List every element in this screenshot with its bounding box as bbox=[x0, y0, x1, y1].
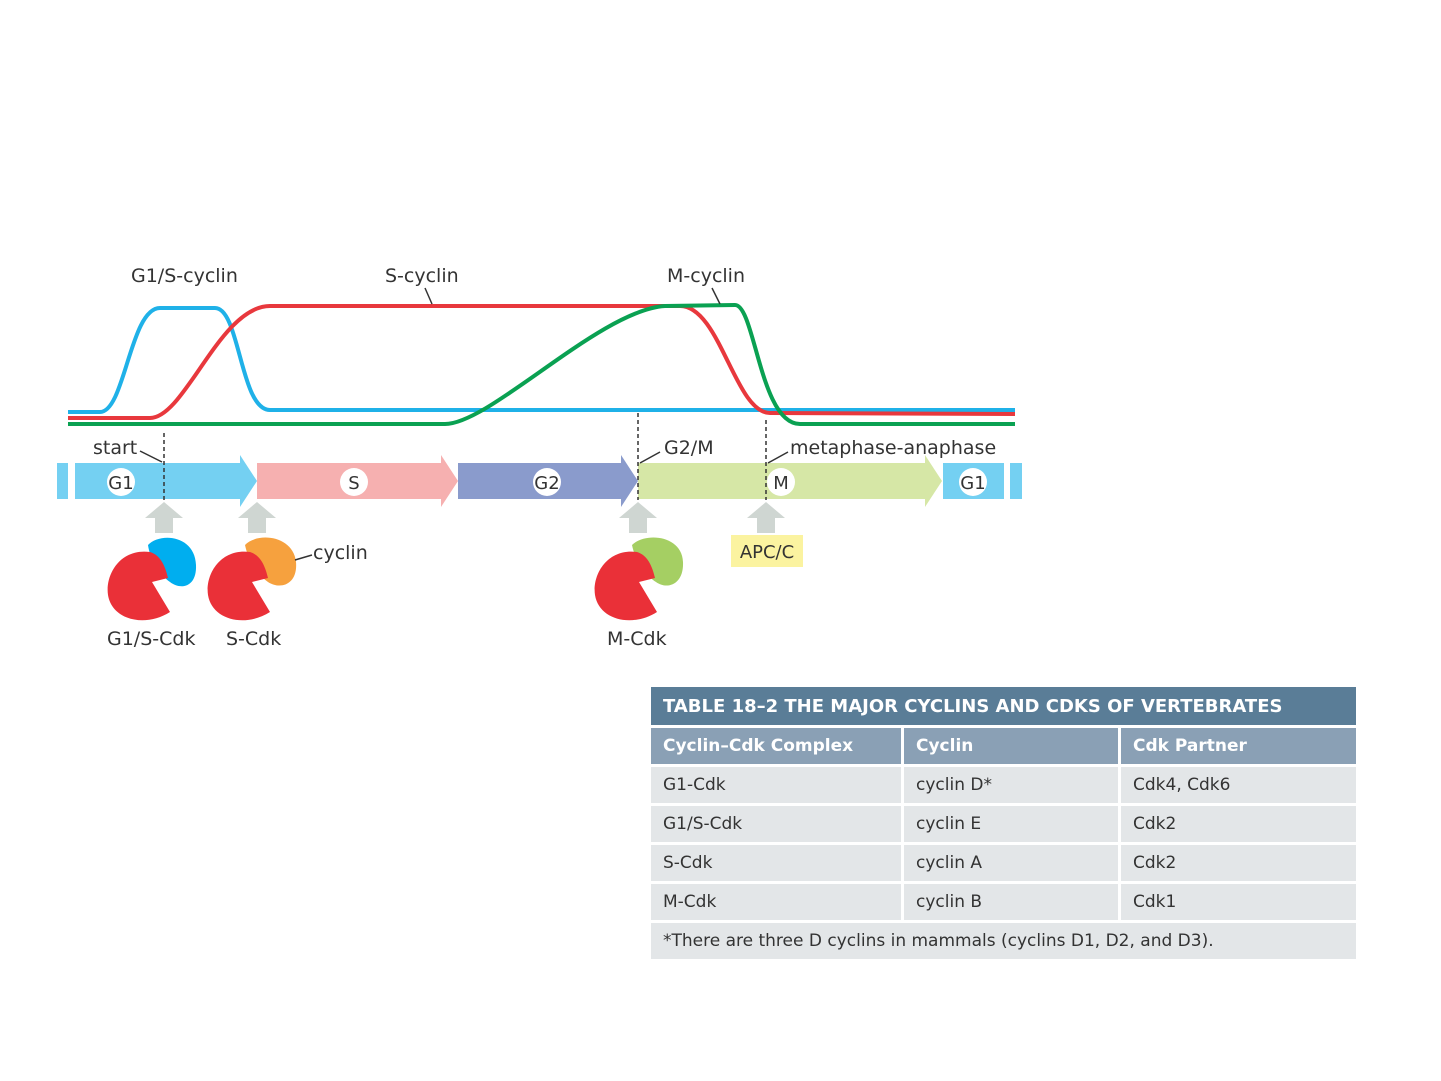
table-cell: G1-Cdk bbox=[651, 767, 904, 806]
m-cyclin-label: M-cyclin bbox=[667, 265, 745, 287]
table-cell: Cdk2 bbox=[1121, 845, 1356, 884]
table-cell: cyclin E bbox=[904, 806, 1121, 845]
column-header: Cdk Partner bbox=[1121, 728, 1356, 767]
table-cell: cyclin B bbox=[904, 884, 1121, 923]
phase-g1 bbox=[75, 455, 257, 507]
m-cyclin-curve bbox=[68, 302, 1015, 426]
up-arrow-icon bbox=[747, 502, 785, 533]
cyclin-label: cyclin bbox=[313, 542, 368, 564]
table-cell: G1/S-Cdk bbox=[651, 806, 904, 845]
g1s-cyclin-curve bbox=[68, 306, 1015, 414]
phase-g2-label: G2 bbox=[534, 473, 559, 494]
up-arrow-icon bbox=[145, 502, 183, 533]
table-cell: cyclin D* bbox=[904, 767, 1121, 806]
s-cdk-label: S-Cdk bbox=[226, 628, 281, 650]
phase-s-label: S bbox=[348, 473, 359, 494]
phase-g1-end-label: G1 bbox=[960, 473, 985, 494]
s-cyclin-label: S-cyclin bbox=[385, 265, 459, 287]
g2m-label: G2/M bbox=[664, 437, 714, 459]
g1s-cdk-label: G1/S-Cdk bbox=[107, 628, 195, 650]
table-row: G1-Cdk cyclin D* Cdk4, Cdk6 bbox=[651, 767, 1356, 806]
table-cell: Cdk4, Cdk6 bbox=[1121, 767, 1356, 806]
apcc-label: APC/C bbox=[740, 542, 794, 563]
table-row: G1/S-Cdk cyclin E Cdk2 bbox=[651, 806, 1356, 845]
m-cdk-label: M-Cdk bbox=[607, 628, 667, 650]
table-title: TABLE 18–2 THE MAJOR CYCLINS AND CDKS OF… bbox=[651, 687, 1356, 728]
table-row: M-Cdk cyclin B Cdk1 bbox=[651, 884, 1356, 923]
metaphase-anaphase-label: metaphase-anaphase bbox=[790, 437, 996, 459]
phase-m-label: M bbox=[773, 473, 789, 494]
up-arrow-icon bbox=[619, 502, 657, 533]
start-label: start bbox=[93, 437, 137, 459]
apcc-box bbox=[731, 535, 803, 567]
phase-g1-label: G1 bbox=[108, 473, 133, 494]
column-header: Cyclin–Cdk Complex bbox=[651, 728, 904, 767]
g1s-cyclin-label: G1/S-cyclin bbox=[131, 265, 238, 287]
g1s-cdk-complex-icon bbox=[107, 537, 197, 621]
column-header: Cyclin bbox=[904, 728, 1121, 767]
table-row: S-Cdk cyclin A Cdk2 bbox=[651, 845, 1356, 884]
s-cyclin-curve bbox=[68, 304, 1016, 420]
s-cdk-complex-icon bbox=[207, 537, 297, 621]
table-cell: Cdk1 bbox=[1121, 884, 1356, 923]
cyclin-cdk-table: TABLE 18–2 THE MAJOR CYCLINS AND CDKS OF… bbox=[651, 687, 1356, 962]
table-cell: cyclin A bbox=[904, 845, 1121, 884]
table-cell: S-Cdk bbox=[651, 845, 904, 884]
table-cell: Cdk2 bbox=[1121, 806, 1356, 845]
table-footnote: *There are three D cyclins in mammals (c… bbox=[651, 923, 1356, 962]
up-arrow-icon bbox=[238, 502, 276, 533]
table-cell: M-Cdk bbox=[651, 884, 904, 923]
m-cdk-complex-icon bbox=[594, 537, 684, 621]
